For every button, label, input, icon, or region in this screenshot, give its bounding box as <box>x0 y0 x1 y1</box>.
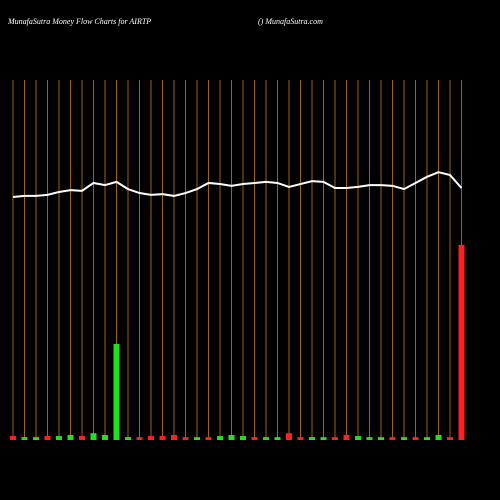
chart-title: MunafaSutra Money Flow Charts for AIRTP <box>7 17 151 26</box>
bar <box>412 437 419 440</box>
bar <box>355 436 361 440</box>
bar <box>458 244 465 440</box>
bar <box>102 434 108 440</box>
bar <box>171 434 177 440</box>
bar <box>251 437 258 440</box>
bar <box>44 436 51 440</box>
bar <box>309 437 315 440</box>
bar <box>159 436 166 440</box>
bar <box>297 437 304 440</box>
money-flow-line <box>12 171 463 198</box>
bar <box>286 433 292 440</box>
bar <box>125 437 131 440</box>
bar <box>182 437 189 440</box>
bar <box>217 436 223 440</box>
bar <box>447 437 453 440</box>
bar <box>332 437 338 440</box>
bar <box>56 436 62 440</box>
bar <box>401 437 407 440</box>
bar <box>240 436 246 440</box>
chart-subtitle: () MunafaSutra.com <box>258 17 323 26</box>
bar <box>33 437 39 440</box>
bar <box>424 437 430 440</box>
bar <box>67 434 74 440</box>
bar <box>435 434 442 440</box>
bar <box>320 437 327 440</box>
bar <box>79 436 85 440</box>
bar <box>148 436 154 440</box>
bar <box>90 433 97 440</box>
bar <box>136 437 143 440</box>
bar <box>228 434 235 440</box>
bar <box>366 437 373 440</box>
bar <box>274 437 281 440</box>
bar <box>378 437 384 440</box>
bar <box>343 434 350 440</box>
bar <box>205 437 212 440</box>
bar <box>21 437 28 440</box>
bar <box>389 437 396 440</box>
bar <box>194 437 200 440</box>
bar <box>113 343 120 440</box>
bar <box>263 437 269 440</box>
bar <box>10 436 16 440</box>
